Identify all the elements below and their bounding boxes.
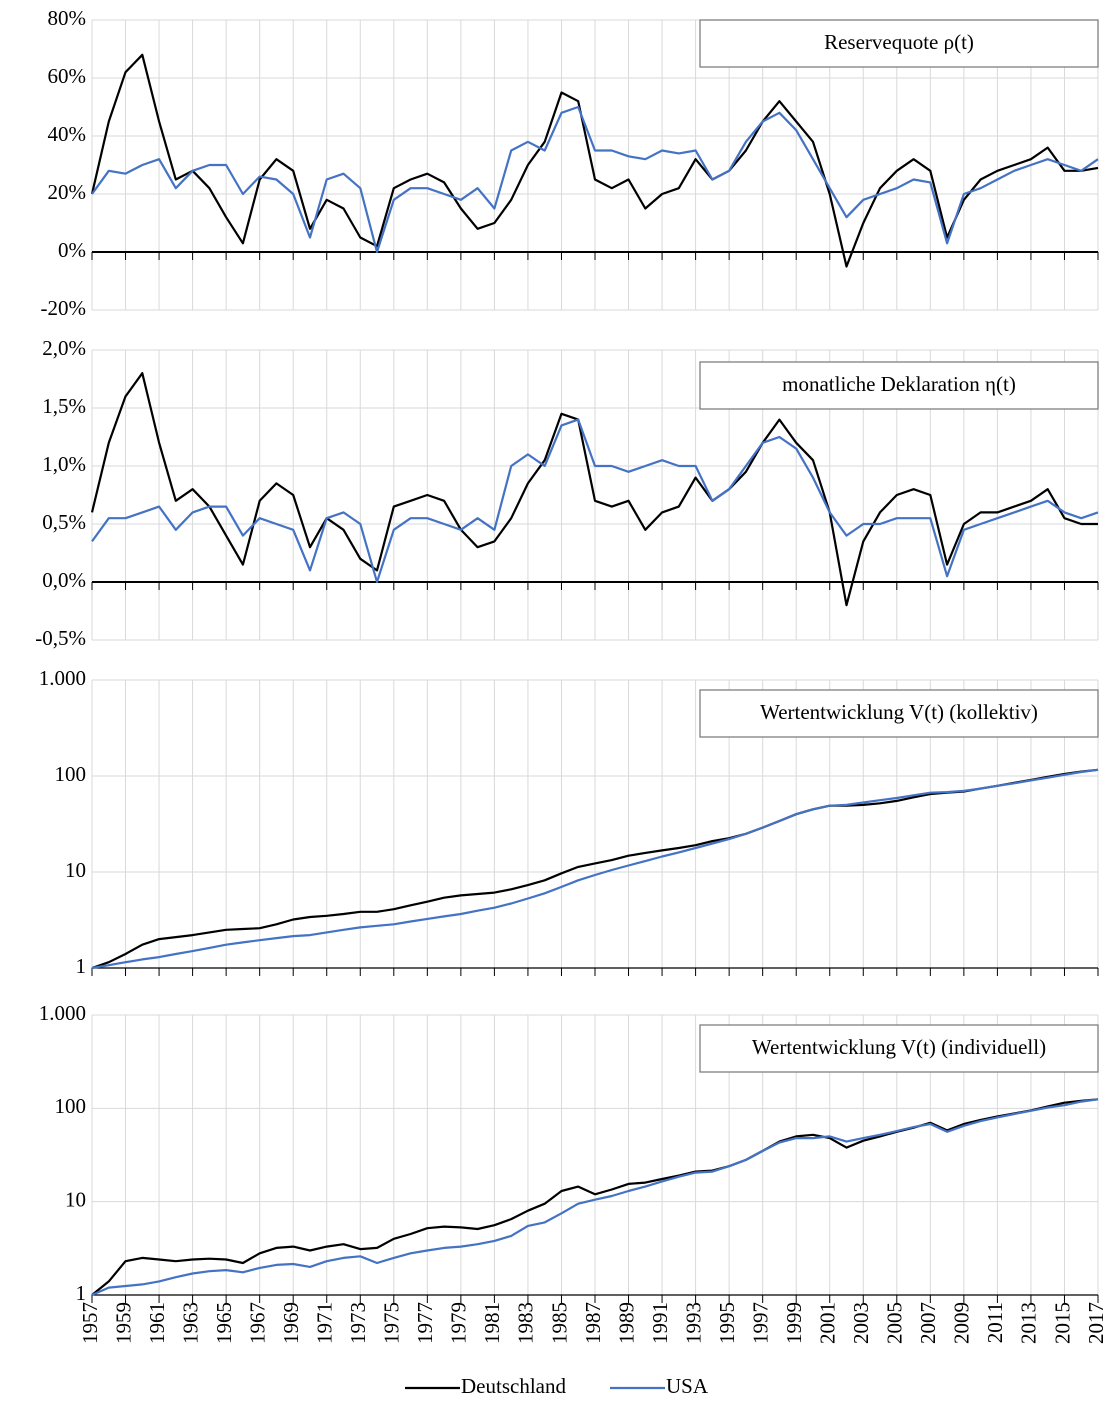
y-tick-label: 100 xyxy=(55,762,87,786)
legend-label: Deutschland xyxy=(461,1374,566,1398)
y-tick-label: 1 xyxy=(76,954,87,978)
x-tick-label: 1993 xyxy=(681,1302,705,1344)
y-tick-label: 10 xyxy=(65,1187,86,1211)
x-tick-label: 2003 xyxy=(849,1302,873,1344)
x-tick-label: 1979 xyxy=(447,1302,471,1344)
y-tick-label: 1,0% xyxy=(42,452,86,476)
y-tick-label: 60% xyxy=(48,64,87,88)
y-tick-label: 1.000 xyxy=(39,666,86,690)
series-line xyxy=(90,53,1099,268)
series-line xyxy=(90,372,1098,607)
y-tick-label: 1.000 xyxy=(39,1001,86,1025)
x-tick-label: 1981 xyxy=(480,1302,504,1344)
x-tick-label: 2015 xyxy=(1050,1302,1074,1344)
y-tick-label: 10 xyxy=(65,858,86,882)
panel-title: Wertentwicklung V(t) (individuell) xyxy=(752,1035,1046,1059)
x-tick-label: 1987 xyxy=(581,1302,605,1344)
panel-title: Reservequote ρ(t) xyxy=(824,30,974,54)
x-tick-label: 1997 xyxy=(748,1302,772,1344)
x-tick-label: 2009 xyxy=(950,1302,974,1344)
y-tick-label: 100 xyxy=(55,1094,87,1118)
x-tick-label: 2011 xyxy=(983,1302,1007,1343)
x-tick-label: 1973 xyxy=(346,1302,370,1344)
y-tick-label: 0,0% xyxy=(42,568,86,592)
legend-label: USA xyxy=(666,1374,709,1398)
x-tick-label: 2007 xyxy=(916,1302,940,1344)
x-tick-label: 1971 xyxy=(313,1302,337,1344)
title-box xyxy=(699,689,1099,738)
x-tick-label: 1989 xyxy=(614,1302,638,1344)
x-tick-label: 1967 xyxy=(245,1302,269,1344)
y-tick-label: 1 xyxy=(76,1281,87,1305)
title-box xyxy=(699,361,1099,410)
series-line xyxy=(91,768,1099,970)
x-tick-label: 1985 xyxy=(547,1302,571,1344)
series-line xyxy=(91,105,1099,254)
x-tick-label: 1977 xyxy=(413,1302,437,1344)
series-line xyxy=(91,1098,1099,1296)
x-tick-label: 1995 xyxy=(715,1302,739,1344)
y-tick-label: 1,5% xyxy=(42,394,86,418)
y-tick-label: 2,0% xyxy=(42,336,86,360)
panel-title: monatliche Deklaration η(t) xyxy=(782,372,1016,396)
x-tick-label: 1999 xyxy=(782,1302,806,1344)
x-tick-label: 1983 xyxy=(514,1302,538,1344)
x-tick-label: 2005 xyxy=(883,1302,907,1344)
y-tick-label: 80% xyxy=(48,6,87,30)
y-tick-label: 0,5% xyxy=(42,510,86,534)
x-tick-label: 1969 xyxy=(279,1302,303,1344)
y-tick-label: -0,5% xyxy=(35,626,86,650)
x-tick-label: 2013 xyxy=(1017,1302,1041,1344)
x-tick-label: 1963 xyxy=(178,1302,202,1344)
y-tick-label: 0% xyxy=(58,238,86,262)
series-line xyxy=(91,418,1099,584)
x-tick-label: 2017 xyxy=(1084,1302,1108,1344)
x-tick-label: 1957 xyxy=(78,1302,102,1344)
y-tick-label: 40% xyxy=(48,122,87,146)
series-line xyxy=(91,1098,1099,1297)
y-tick-label: -20% xyxy=(41,296,87,320)
x-tick-label: 1959 xyxy=(111,1302,135,1344)
x-tick-label: 1975 xyxy=(380,1302,404,1344)
y-tick-label: 20% xyxy=(48,180,87,204)
title-box xyxy=(699,1024,1099,1073)
title-box xyxy=(699,19,1099,68)
x-tick-label: 1965 xyxy=(212,1302,236,1344)
panel-title: Wertentwicklung V(t) (kollektiv) xyxy=(760,700,1038,724)
series-line xyxy=(91,768,1099,970)
x-tick-label: 2001 xyxy=(816,1302,840,1344)
x-tick-label: 1961 xyxy=(145,1302,169,1344)
x-tick-label: 1991 xyxy=(648,1302,672,1344)
